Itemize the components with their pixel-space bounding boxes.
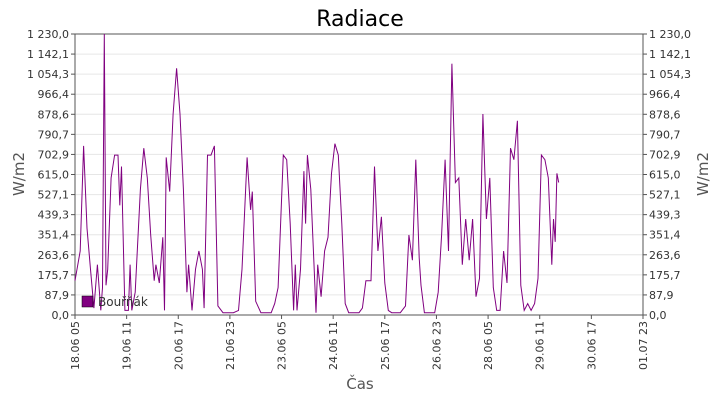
y-tick-label-right: 966,4 <box>649 88 681 101</box>
x-tick-label: 23.06 05 <box>276 321 289 370</box>
y-tick-label-left: 87,9 <box>45 289 70 302</box>
y-axis-right: 0,0 87,9 175,7 263,6 351,4 439,3 527,1 615,0 702… <box>643 28 691 322</box>
y-tick-label-right: 527,1 <box>649 189 681 202</box>
grid-lines <box>75 53 643 296</box>
x-axis-title: Čas <box>346 374 374 393</box>
series-line-bournak <box>74 33 560 314</box>
y-tick-label-left: 702,9 <box>38 148 70 161</box>
x-tick-label: 24.06 11 <box>327 321 340 370</box>
x-tick-label: 25.06 17 <box>379 321 392 370</box>
x-tick-label: 21.06 23 <box>224 321 237 370</box>
y-tick-label-left: 439,3 <box>38 209 70 222</box>
x-tick-label: 18.06 05 <box>69 321 82 370</box>
y-tick-label-right: 615,0 <box>649 169 681 182</box>
x-tick-label: 19.06 11 <box>121 321 134 370</box>
y-tick-label-right: 263,6 <box>649 249 681 262</box>
y-tick-label-left: 1 142,1 <box>27 48 69 61</box>
y-tick-label-left: 790,7 <box>38 128 70 141</box>
y-tick-label-left: 175,7 <box>38 269 70 282</box>
y-tick-label-right: 790,7 <box>649 128 681 141</box>
y-tick-label-right: 1 142,1 <box>649 48 691 61</box>
y-tick-label-left: 966,4 <box>38 88 70 101</box>
y-tick-label-right: 439,3 <box>649 209 681 222</box>
y-tick-label-right: 351,4 <box>649 229 681 242</box>
y-axis-title-left: W/m2 <box>10 152 28 196</box>
y-tick-label-left: 263,6 <box>38 249 70 262</box>
y-tick-label-right: 1 054,3 <box>649 68 691 81</box>
y-tick-label-left: 1 054,3 <box>27 68 69 81</box>
y-tick-label-left: 615,0 <box>38 169 70 182</box>
x-tick-label: 28.06 05 <box>482 321 495 370</box>
y-tick-label-left: 351,4 <box>38 229 70 242</box>
y-tick-label-left: 878,6 <box>38 108 70 121</box>
y-axis-left: 0,0 87,9 175,7 263,6 351,4 439,3 527,1 615,0 702… <box>27 28 75 322</box>
x-tick-label: 29.06 11 <box>534 321 547 370</box>
y-tick-label-right: 175,7 <box>649 269 681 282</box>
chart-title: Radiace <box>316 7 403 32</box>
y-tick-label-right: 0,0 <box>649 309 667 322</box>
legend: Bouřňák <box>81 295 148 309</box>
y-tick-label-left: 1 230,0 <box>27 28 69 41</box>
y-tick-label-left: 0,0 <box>52 309 70 322</box>
y-axis-title-right: W/m2 <box>694 152 712 196</box>
x-tick-label: 20.06 17 <box>172 321 185 370</box>
y-tick-label-right: 878,6 <box>649 108 681 121</box>
legend-swatch <box>81 295 94 308</box>
x-tick-label: 01.07 23 <box>637 321 650 370</box>
y-tick-label-right: 87,9 <box>649 289 674 302</box>
y-tick-label-left: 527,1 <box>38 189 70 202</box>
x-tick-label: 30.06 17 <box>585 321 598 370</box>
legend-label: Bouřňák <box>98 295 148 309</box>
x-axis: 18.06 05 19.06 11 20.06 17 21.06 23 23.06 05… <box>69 315 650 370</box>
y-tick-label-right: 702,9 <box>649 148 681 161</box>
y-tick-label-right: 1 230,0 <box>649 28 691 41</box>
x-tick-label: 26.06 23 <box>430 321 443 370</box>
